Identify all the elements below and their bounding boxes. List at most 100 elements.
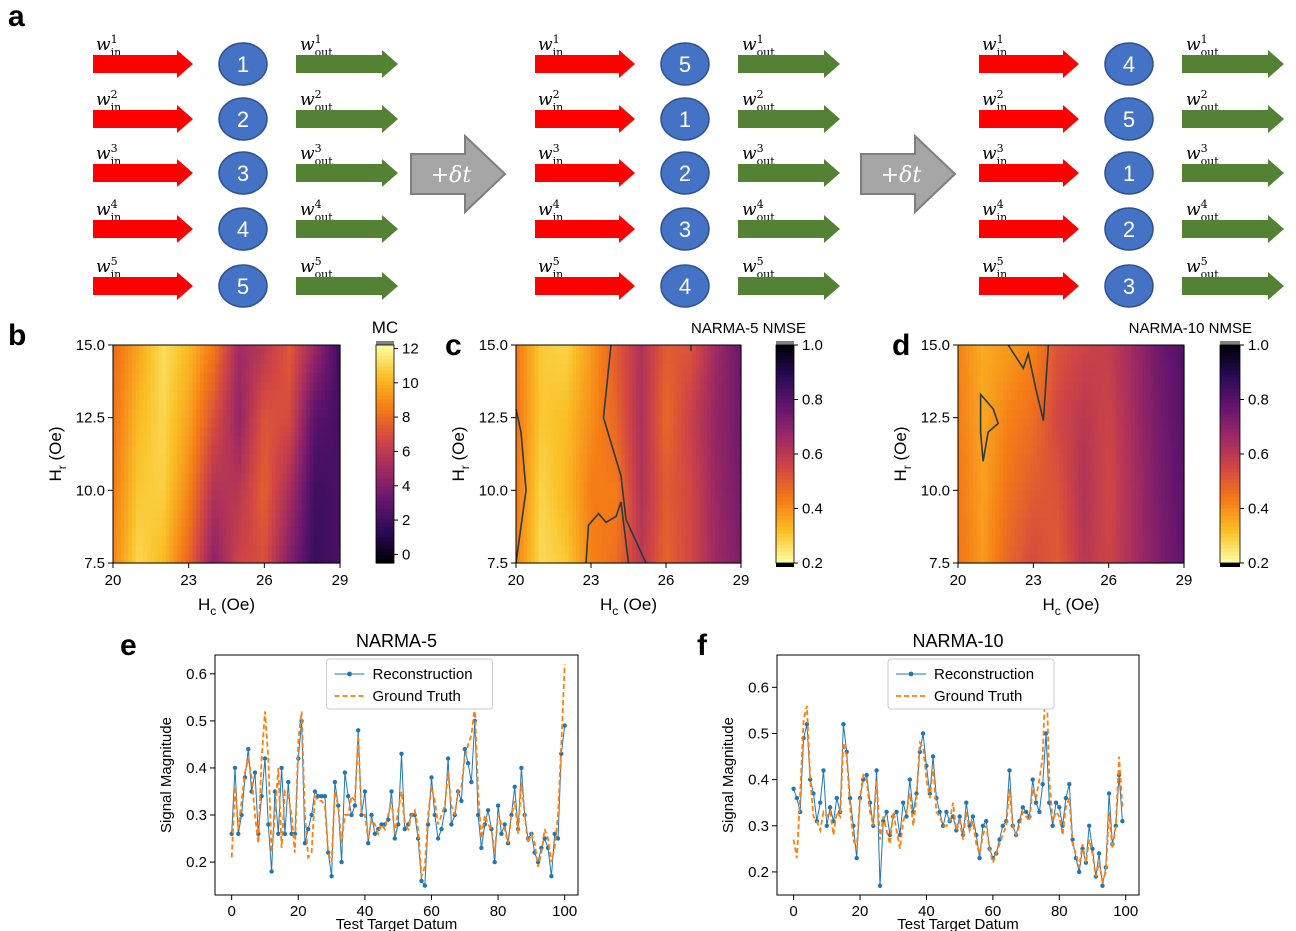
heatmap-cell xyxy=(707,499,712,510)
heatmap-cell xyxy=(1006,472,1012,482)
heatmap-cell xyxy=(976,454,982,464)
heatmap-cell xyxy=(628,408,633,419)
heatmap-cell xyxy=(961,408,967,419)
w-out-base: w xyxy=(1186,35,1201,55)
heatmap-cell xyxy=(737,363,742,373)
heatmap-cell xyxy=(988,454,993,464)
heatmap-cell xyxy=(184,381,190,392)
heatmap-cell xyxy=(688,544,693,555)
heatmap-cell xyxy=(230,472,235,482)
w-out-base: w xyxy=(300,144,315,164)
heatmap-cell xyxy=(707,454,712,464)
heatmap-cell xyxy=(1067,417,1072,428)
heatmap-cell xyxy=(1055,544,1061,555)
heatmap-cell xyxy=(283,363,288,373)
heatmap-cell xyxy=(1029,544,1034,555)
heatmap-cell xyxy=(1055,399,1061,410)
colorbar-segment xyxy=(376,355,394,361)
w-out-base: w xyxy=(1186,90,1201,110)
heatmap-cell xyxy=(696,354,701,364)
heatmap-cell xyxy=(1086,363,1091,373)
heatmap-cell xyxy=(116,408,122,419)
heatmap-cell xyxy=(976,435,982,446)
heatmap-cell xyxy=(1025,426,1031,437)
x-axis-label: Test Target Datum xyxy=(336,916,457,931)
heatmap-cell xyxy=(1052,454,1057,464)
heatmap-cell xyxy=(553,463,558,473)
heatmap-cell xyxy=(677,372,682,382)
heatmap-cell xyxy=(647,444,652,455)
heatmap-cell xyxy=(1022,354,1027,364)
heatmap-cell xyxy=(696,544,701,555)
heatmap-cell xyxy=(1165,526,1170,537)
heatmap-cell xyxy=(128,463,133,473)
heatmap-cell xyxy=(1131,517,1136,528)
colorbar-segment xyxy=(776,526,794,531)
heatmap-cell xyxy=(1153,544,1159,555)
heatmap-cell xyxy=(669,363,675,373)
heatmap-cell xyxy=(647,372,652,382)
heatmap-cell xyxy=(1153,399,1159,410)
heatmap-cell xyxy=(1101,372,1106,382)
heatmap-cell xyxy=(1086,454,1091,464)
heatmap-cell xyxy=(576,481,581,491)
data-point-reconstruction xyxy=(332,779,338,785)
heatmap-cell xyxy=(980,381,985,392)
heatmap-cell xyxy=(332,481,337,491)
colorbar-segment xyxy=(1220,450,1240,455)
x-tick-label: 20 xyxy=(105,572,122,589)
heatmap-panel-c: 20 23 26 297.510.012.515.0Hc (Oe)Hr (Oe)0.2… xyxy=(449,320,823,618)
heatmap-cell xyxy=(1052,444,1057,455)
heatmap-cell xyxy=(279,399,284,410)
heatmap-cell xyxy=(636,417,641,428)
heatmap-cell xyxy=(737,435,742,446)
heatmap-cell xyxy=(287,490,292,501)
heatmap-cell xyxy=(1018,435,1023,446)
heatmap-cell xyxy=(628,499,633,510)
heatmap-cell xyxy=(181,490,186,501)
heatmap-cell xyxy=(1003,535,1008,546)
heatmap-cell xyxy=(131,408,137,419)
node-number: 5 xyxy=(1123,107,1135,132)
heatmap-cell xyxy=(662,345,667,355)
colorbar-segment xyxy=(776,366,794,372)
heatmap-cell xyxy=(1131,363,1136,373)
heatmap-cell xyxy=(1146,444,1151,455)
heatmap-cell xyxy=(988,426,993,437)
heatmap-cell xyxy=(1055,426,1061,437)
heatmap-cell xyxy=(173,444,178,455)
heatmap-cell xyxy=(1082,417,1087,428)
heatmap-cell xyxy=(621,472,626,482)
heatmap-cell xyxy=(519,508,525,519)
y-label-sub: r xyxy=(900,465,914,469)
heatmap-cell xyxy=(666,535,671,546)
heatmap-cell xyxy=(632,408,637,419)
heatmap-cell xyxy=(131,426,137,437)
heatmap-cell xyxy=(1176,526,1181,537)
heatmap-cell xyxy=(287,472,292,482)
heatmap-cell xyxy=(203,490,209,501)
heatmap-cell xyxy=(606,417,611,428)
heatmap-cell xyxy=(165,444,171,455)
heatmap-cell xyxy=(549,372,555,382)
heatmap-cell xyxy=(1037,544,1042,555)
heatmap-cell xyxy=(113,472,118,482)
heatmap-cell xyxy=(1127,544,1132,555)
heatmap-cell xyxy=(572,508,577,519)
w-in-sup: 1 xyxy=(111,33,118,46)
heatmap-cell xyxy=(196,390,201,401)
heatmap-cell xyxy=(336,372,341,382)
heatmap-cell xyxy=(196,526,201,537)
heatmap-cell xyxy=(290,463,296,473)
heatmap-cell xyxy=(196,454,201,464)
heatmap-cell xyxy=(729,381,735,392)
heatmap-cell xyxy=(113,526,118,537)
heatmap-cell xyxy=(309,490,315,501)
colorbar-segment xyxy=(1220,544,1240,550)
heatmap-cell xyxy=(162,481,167,491)
heatmap-cell xyxy=(1153,426,1159,437)
heatmap-cell xyxy=(613,472,618,482)
heatmap-cell xyxy=(1078,508,1083,519)
colorbar-segment xyxy=(776,552,794,557)
